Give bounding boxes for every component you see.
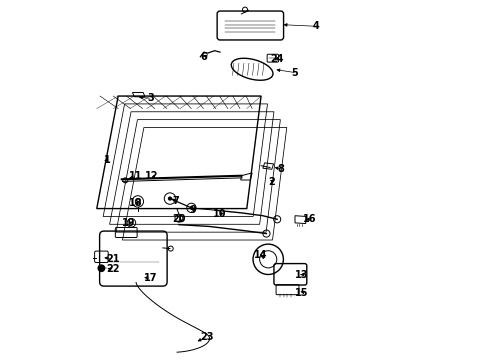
Text: 2: 2 [269,177,275,187]
Text: 8: 8 [277,164,284,174]
Text: 10: 10 [213,209,227,219]
Text: 18: 18 [129,198,143,208]
Text: 5: 5 [292,68,298,78]
Text: 20: 20 [172,214,186,224]
Text: 7: 7 [172,197,179,206]
Circle shape [190,206,193,210]
Text: 14: 14 [254,250,268,260]
Text: 6: 6 [200,52,207,62]
Circle shape [98,265,104,271]
Text: 21: 21 [106,253,120,264]
Text: 13: 13 [295,270,309,280]
Text: 15: 15 [295,288,309,297]
Text: 23: 23 [201,332,214,342]
Text: 22: 22 [106,264,120,274]
Text: 19: 19 [122,218,136,228]
Text: 16: 16 [302,214,316,224]
Text: 17: 17 [144,273,157,283]
Text: 3: 3 [147,93,154,103]
Text: 11: 11 [129,171,143,181]
Text: 4: 4 [313,21,320,31]
Text: 1: 1 [104,156,111,165]
Text: 24: 24 [270,54,284,64]
Text: 9: 9 [190,205,196,215]
Text: 12: 12 [146,171,159,181]
Circle shape [135,199,140,204]
Circle shape [168,197,172,201]
